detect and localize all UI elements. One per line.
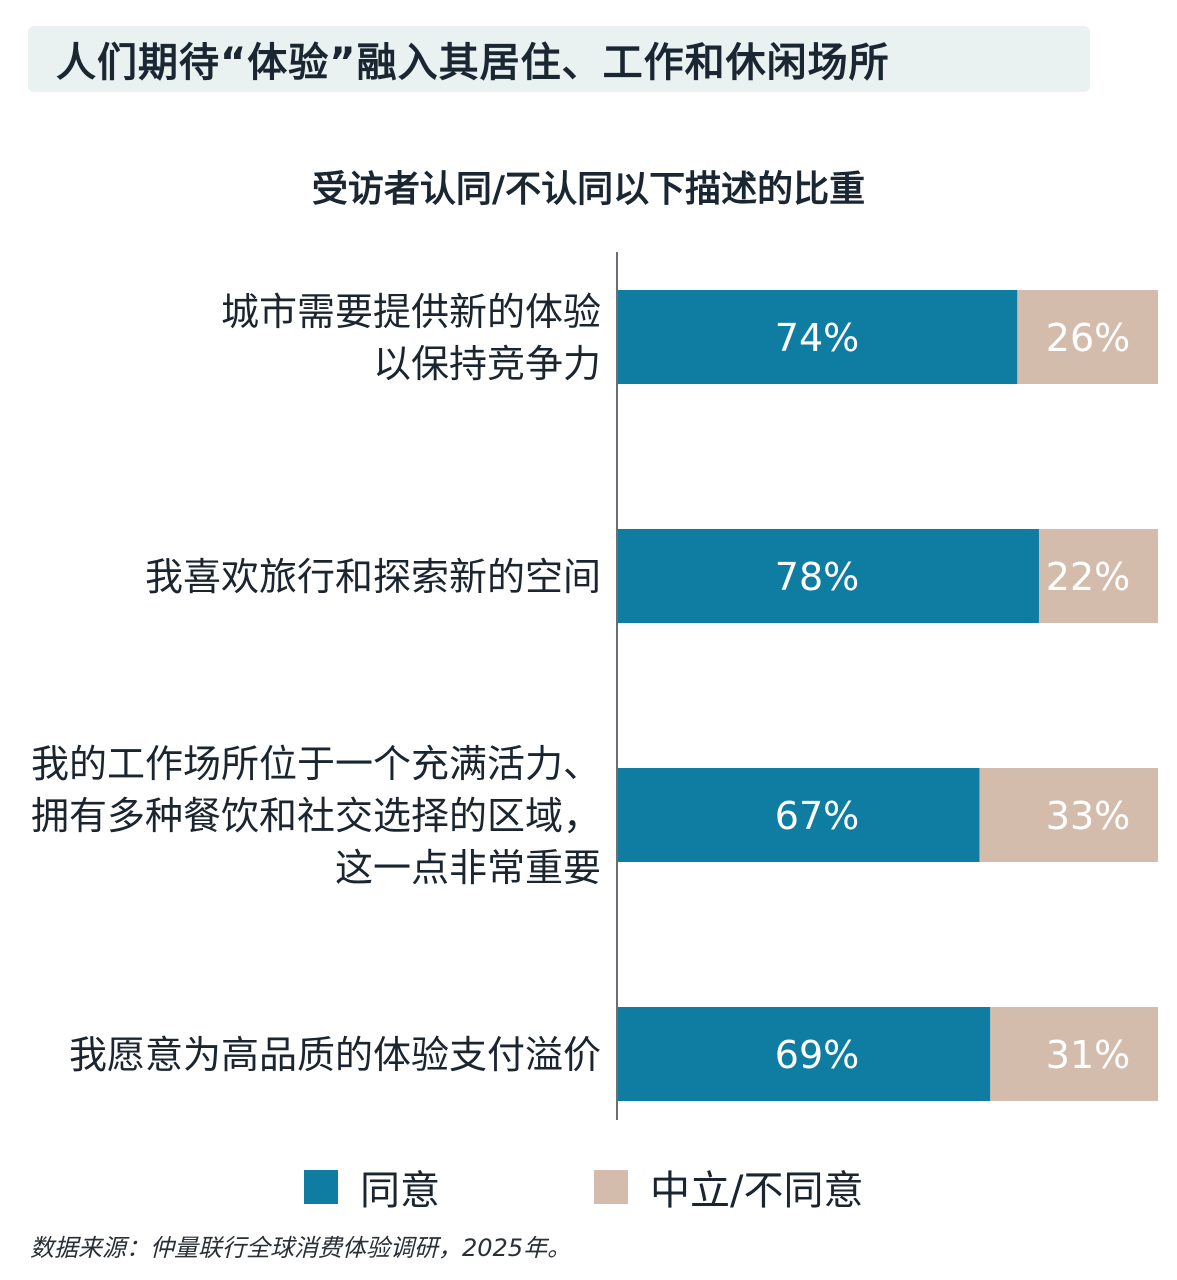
bar-neutral-disagree (979, 768, 1158, 862)
title-banner: 人们期待“体验”融入其居住、工作和休闲场所 (28, 26, 1090, 92)
bar-value-label: 33% (1046, 794, 1130, 838)
legend-item-agree: 同意 (304, 1158, 440, 1216)
chart-title: 受访者认同/不认同以下描述的比重 (311, 169, 866, 210)
page-title: 人们期待“体验”融入其居住、工作和休闲场所 (56, 40, 890, 86)
bar-value-label: 78% (775, 555, 859, 599)
bar-value-label: 74% (775, 316, 859, 360)
category-label: 城市需要提供新的体验 (221, 290, 601, 334)
category-label: 这一点非常重要 (335, 846, 601, 890)
source-note: 数据来源：仲量联行全球消费体验调研，2025年。 (30, 1234, 572, 1262)
legend-swatch-neutral (594, 1170, 628, 1204)
legend: 同意 中立/不同意 (0, 1158, 1177, 1214)
bar-value-label: 67% (775, 794, 859, 838)
legend-label-neutral: 中立/不同意 (650, 1168, 864, 1214)
bar-value-label: 22% (1046, 555, 1130, 599)
bar-neutral-disagree (1017, 290, 1158, 384)
bar-value-label: 26% (1046, 316, 1130, 360)
bar-agree (617, 290, 1018, 384)
category-label: 我喜欢旅行和探索新的空间 (145, 555, 601, 599)
bar-value-label: 69% (775, 1033, 859, 1077)
category-label: 我的工作场所位于一个充满活力、 (31, 742, 601, 786)
bar-value-label: 31% (1046, 1033, 1130, 1077)
bar-agree (617, 1007, 991, 1101)
legend-label-agree: 同意 (360, 1168, 440, 1214)
category-label: 拥有多种餐饮和社交选择的区域， (31, 794, 601, 838)
legend-swatch-agree (304, 1170, 338, 1204)
bar-neutral-disagree (990, 1007, 1158, 1101)
bar-agree (617, 529, 1039, 623)
bar-agree (617, 768, 980, 862)
bar-neutral-disagree (1038, 529, 1158, 623)
category-label: 以保持竞争力 (373, 342, 601, 386)
category-label: 我愿意为高品质的体验支付溢价 (69, 1033, 601, 1077)
legend-item-neutral: 中立/不同意 (594, 1158, 863, 1216)
